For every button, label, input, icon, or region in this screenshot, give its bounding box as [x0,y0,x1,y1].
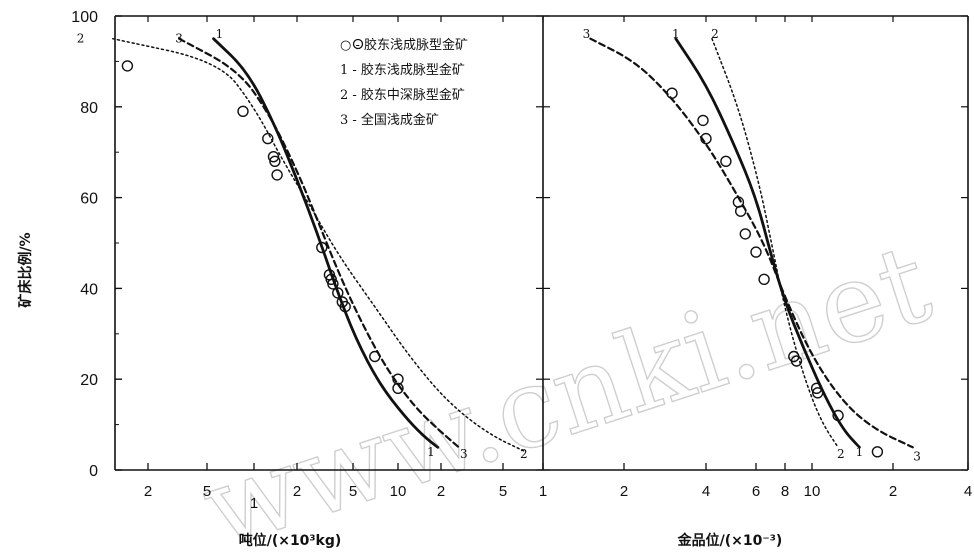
curve-end-label: 2 [520,447,528,461]
y-tick-label: 80 [80,100,98,117]
data-point [700,132,712,145]
data-point [267,150,280,163]
legend-entry-0: ○ - 胶东浅成脉型金矿 [340,37,468,53]
x-tick-label: 2 [620,483,628,500]
data-point [735,205,747,217]
data-point [812,387,824,399]
data-point [750,246,762,258]
x-tick-label: 5 [349,483,357,500]
x-tick-label: 8 [781,483,789,500]
data-point [327,278,339,290]
y-tick-label: 60 [80,191,98,208]
curve-end-label: 3 [175,32,183,46]
data-point [392,373,404,385]
x-axis-label-right: 金品位/(×10⁻³) [677,532,783,549]
watermark: www.cnki.net [188,219,944,555]
label-layer: 2 3 11 3 23 1 22 1 3 [77,27,921,463]
data-point [666,87,678,99]
data-point [832,409,844,422]
x-tick-label: 10 [390,483,407,500]
data-point [332,287,344,299]
curve-end-label: 2 [711,27,719,41]
x-axis-label-left: 吨位/(×10³kg) [239,532,342,549]
data-point [369,350,381,363]
data-point [262,132,274,145]
data-point [790,355,803,367]
y-tick-label: 40 [80,281,98,298]
curve-series-2-grade [711,37,839,449]
x-tick-label: 2 [437,483,445,500]
curve-end-label: 3 [460,447,468,461]
curve-series-3-tonnage [178,37,460,449]
data-point [339,300,351,313]
x-tick-label: 1 [250,495,258,512]
data-point [720,155,732,168]
curve-end-label: 1 [216,27,224,41]
curve-end-label: 1 [856,445,864,459]
legend-entry-3: 3 - 全国浅成金矿 [340,112,439,128]
curve-end-label: 3 [583,27,591,41]
data-point [121,60,134,72]
curve-end-label: 2 [837,447,845,461]
x-tick-label: 1 [539,483,547,500]
x-tick-label: 4 [702,483,710,500]
x-tick-label: 6 [752,483,760,500]
y-tick-label: 100 [71,9,98,26]
curve-end-label: 1 [427,445,435,459]
x-tick-label: 2 [144,483,152,500]
curve-end-label: 2 [77,32,85,46]
data-point [271,169,283,181]
legend: ○ - 胶东浅成脉型金矿 1 - 胶东浅成脉型金矿 2 - 胶东中深脉型金矿 3… [340,37,468,128]
y-axis-label: 矿床比例/% [17,232,34,307]
legend-marker-circle [352,38,364,50]
curve-series-3-grade [589,37,914,449]
curve-series-2-tonnage [111,37,527,453]
y-tick-label: 0 [89,463,98,480]
data-point [810,382,823,394]
curve-end-label: 1 [672,27,680,41]
data-point [871,446,884,458]
data-point [269,155,281,168]
x-tick-label: 5 [203,483,211,500]
x-tick-label: 10 [804,483,821,500]
x-tick-label: 2 [293,483,301,500]
x-tick-label: 4 [964,483,972,500]
x-tick-label: 5 [499,483,507,500]
y-tick-label: 20 [80,372,98,389]
data-point [237,105,249,118]
data-point [697,114,709,127]
legend-entry-1: 1 - 胶东浅成脉型金矿 [340,62,465,78]
data-point [758,273,770,285]
legend-entry-2: 2 - 胶东中深脉型金矿 [340,87,465,103]
data-point [316,241,328,254]
point-layer [121,60,884,458]
curve-end-label: 3 [913,449,921,463]
data-point [739,228,751,240]
x-tick-label: 2 [889,483,897,500]
data-point [392,382,404,394]
